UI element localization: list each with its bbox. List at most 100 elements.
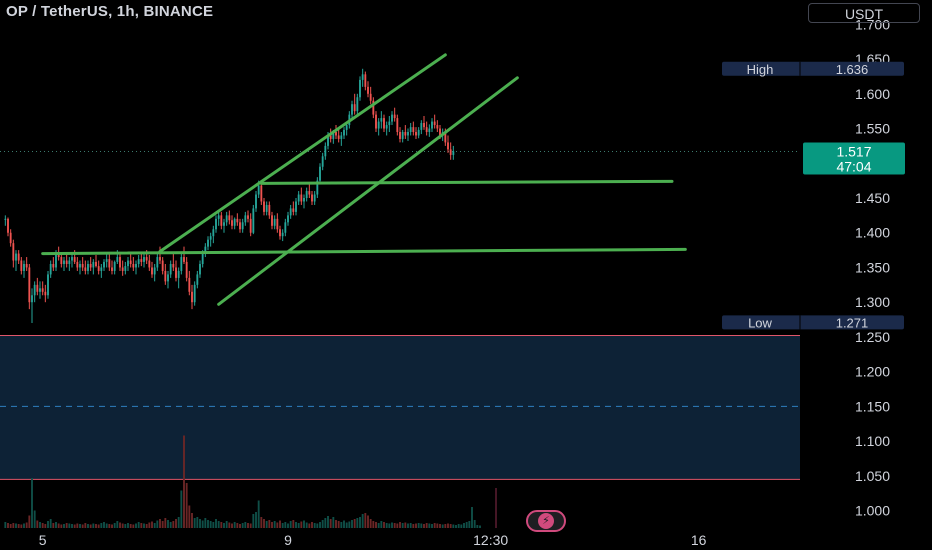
lightning-bolt-icon[interactable]: ⚡ — [526, 510, 566, 532]
symbol-title[interactable]: OP / TetherUS, 1h, BINANCE — [6, 3, 214, 20]
candle-body — [156, 257, 159, 268]
volume-bar — [319, 522, 321, 528]
candle-body — [121, 267, 124, 271]
candle-body — [116, 257, 119, 262]
volume-bar — [145, 524, 148, 528]
candle-body — [223, 222, 225, 226]
candle-body — [207, 239, 209, 247]
volume-bar — [97, 524, 100, 528]
low-badge-box — [722, 315, 904, 330]
volume-bar — [108, 524, 111, 528]
volume-bar — [471, 507, 473, 528]
candle-body — [423, 122, 425, 128]
candle-body — [127, 260, 129, 267]
candle-body — [161, 260, 164, 271]
price-tick-label: 1.400 — [855, 225, 890, 241]
candle-body — [444, 132, 447, 143]
volume-bar — [292, 520, 295, 528]
volume-bar — [191, 513, 193, 528]
volume-bar — [105, 523, 108, 528]
volume-bar — [140, 523, 143, 528]
volume-bar — [124, 524, 127, 528]
candle-body — [68, 260, 71, 264]
volume-bar — [335, 520, 337, 528]
candle-body — [196, 274, 199, 285]
low-badge: Low 1.271 — [722, 315, 904, 330]
candle-body — [409, 127, 412, 132]
volume-bar — [356, 518, 359, 528]
volume-bar — [375, 522, 377, 528]
candle-body — [103, 261, 105, 268]
candle-body — [71, 257, 73, 261]
volume-bar — [327, 516, 329, 528]
volume-bar — [49, 519, 52, 528]
candle-body — [209, 236, 212, 240]
volume-bar — [65, 523, 68, 528]
volume-bar — [444, 524, 447, 528]
volume-bar — [276, 522, 279, 528]
volume-bar — [313, 523, 316, 528]
volume-bar — [428, 523, 431, 528]
candle-body — [404, 132, 407, 136]
candle-body — [188, 277, 191, 292]
volume-bar — [68, 523, 71, 528]
low-badge-label: Low — [748, 315, 772, 330]
volume-bar — [343, 520, 345, 528]
candle-body — [415, 132, 417, 136]
volume-bar — [79, 524, 81, 528]
candle-body — [28, 267, 31, 303]
candle-body — [73, 257, 76, 262]
volume-bar — [449, 524, 452, 528]
volume-bar — [303, 520, 305, 528]
candle-body — [335, 132, 337, 136]
volume-bar — [212, 522, 215, 528]
volume-bar — [36, 520, 39, 528]
candle-body — [135, 264, 137, 268]
candle-body — [177, 270, 180, 278]
currency-selector[interactable]: USDT — [808, 3, 920, 23]
volume-bar — [420, 523, 423, 528]
volume-bar — [441, 524, 444, 528]
candle-body — [428, 128, 431, 132]
candle-body — [25, 264, 28, 268]
candle-body — [244, 215, 247, 223]
volume-bar — [369, 519, 372, 528]
candle-body — [303, 198, 305, 202]
candle-body — [44, 291, 47, 296]
bar-countdown: 47:04 — [836, 158, 871, 174]
time-tick-label: 9 — [284, 532, 292, 548]
candle-body — [300, 194, 303, 202]
volume-bar — [236, 523, 239, 528]
volume-bar — [225, 521, 228, 528]
candle-body — [217, 215, 220, 219]
candle-body — [316, 180, 319, 195]
low-badge-value: 1.271 — [836, 315, 869, 330]
last-price-box — [803, 142, 905, 175]
candle-body — [119, 257, 121, 268]
volume-bar — [316, 523, 319, 528]
candle-body — [39, 288, 41, 292]
candle-body — [327, 135, 329, 146]
volume-bar — [391, 522, 393, 528]
lightning-bolt-glyph: ⚡ — [538, 513, 554, 529]
candle-body — [231, 220, 233, 226]
candle-body — [388, 121, 391, 126]
volume-bar — [92, 523, 95, 528]
time-tick-label: 5 — [39, 532, 47, 548]
volume-bar — [71, 524, 73, 528]
candle-body — [17, 253, 20, 261]
volume-bar — [279, 520, 281, 528]
candle-body — [12, 243, 15, 261]
candle-body — [324, 145, 327, 157]
candle-body — [95, 261, 97, 267]
candle-body — [284, 222, 287, 233]
volume-bar — [324, 518, 327, 528]
candle-body — [145, 257, 148, 261]
volume-bar — [44, 524, 47, 528]
volume-bar — [180, 490, 183, 528]
candle-body — [356, 97, 359, 112]
volume-bar — [4, 522, 7, 528]
candle-body — [169, 264, 172, 275]
